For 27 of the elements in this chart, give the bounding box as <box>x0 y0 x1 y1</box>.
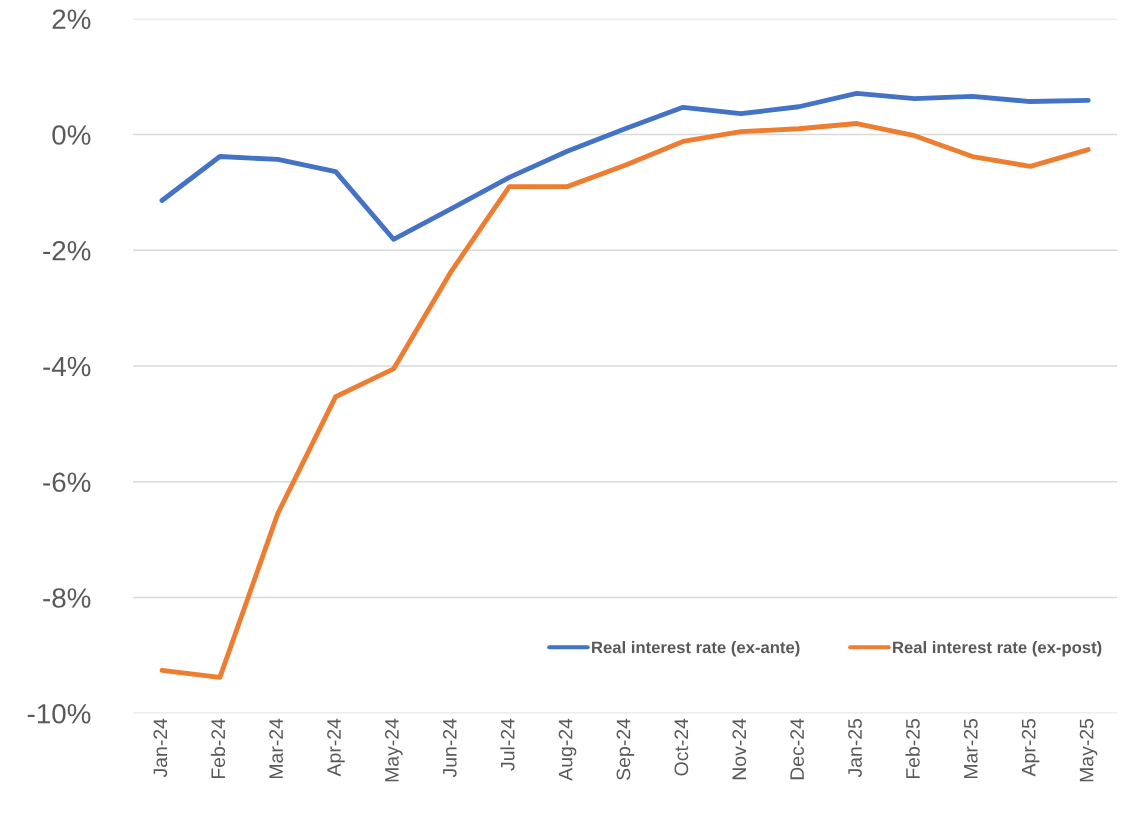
x-tick-label: Jan-24 <box>153 718 168 778</box>
x-tick-label: May-25 <box>1079 718 1098 782</box>
x-tick-label: Feb-25 <box>905 718 920 779</box>
y-tick-label: -6% <box>43 472 91 493</box>
x-tick-label: Dec-24 <box>790 718 804 780</box>
y-tick-label: -2% <box>43 240 91 261</box>
x-tick-label: Apr-25 <box>1021 718 1040 777</box>
x-tick-label: May-24 <box>385 718 403 782</box>
y-tick-label: -10% <box>27 703 91 724</box>
x-tick-label: Jun-24 <box>442 718 457 778</box>
y-tick-label: 0% <box>52 125 91 145</box>
x-tick-label: Oct-24 <box>674 718 689 776</box>
x-tick-label: Jul-24 <box>500 718 515 771</box>
x-tick-label: Mar-24 <box>269 718 283 779</box>
x-tick-label: Apr-24 <box>327 718 345 777</box>
x-tick-label: Feb-24 <box>210 718 226 779</box>
x-tick-label: Jan-25 <box>848 718 862 778</box>
y-tick-label: -4% <box>43 356 91 377</box>
y-tick-label: -8% <box>43 588 91 608</box>
legend-label: Real interest rate (ex-ante) <box>592 641 800 657</box>
line-series <box>159 91 1091 242</box>
x-tick-label: Sep-24 <box>616 718 635 780</box>
legend-label: Real interest rate (ex-post) <box>893 641 1102 657</box>
x-tick-label: Nov-24 <box>732 718 747 780</box>
x-tick-label: Aug-24 <box>558 718 577 781</box>
x-tick-label: Mar-25 <box>963 718 978 779</box>
y-tick-label: 2% <box>52 9 91 30</box>
